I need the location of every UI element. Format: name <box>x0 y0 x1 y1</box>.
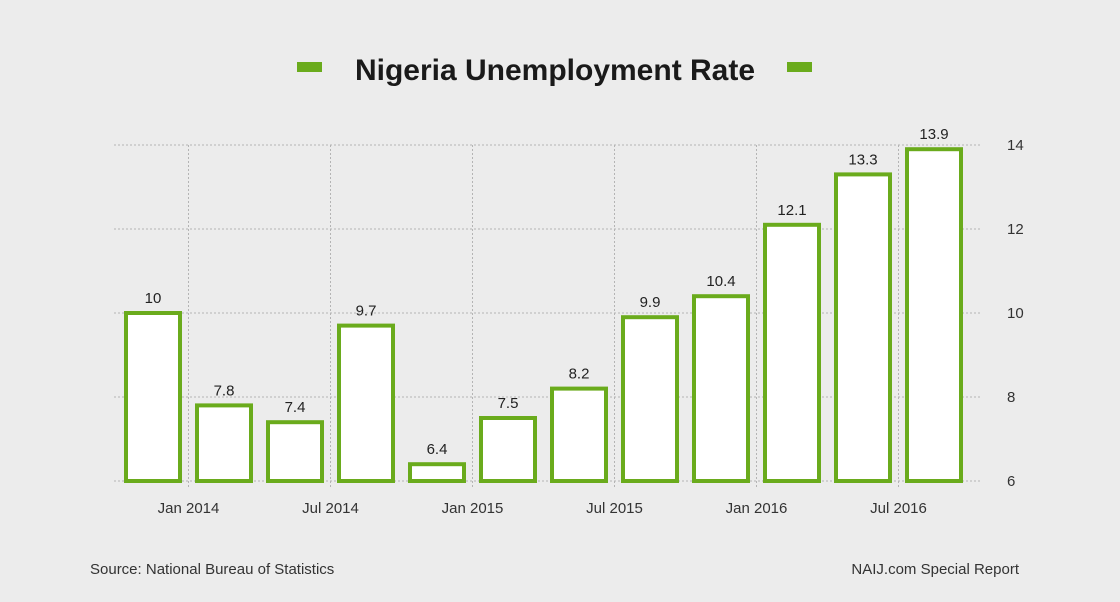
title-marker-left <box>297 62 322 72</box>
bar <box>195 403 253 483</box>
data-labels: 10 7.8 7.4 9.7 6.4 7.5 8.2 9.9 10.4 12.1 13.3 13.9 <box>145 126 949 458</box>
x-tick-label: Jan 2016 <box>726 500 788 517</box>
credit-note: NAIJ.com Special Report <box>851 561 1019 578</box>
bar <box>763 222 821 484</box>
x-tick-label: Jan 2015 <box>442 500 504 517</box>
data-label: 8.2 <box>569 366 590 383</box>
data-label: 12.1 <box>777 202 806 219</box>
y-tick-label: 14 <box>1007 137 1024 154</box>
y-tick-label: 12 <box>1007 221 1024 238</box>
bar <box>408 462 466 484</box>
bar <box>124 311 182 483</box>
bar <box>692 294 750 484</box>
grid-layer <box>114 144 980 487</box>
bar <box>905 147 963 483</box>
x-tick-label: Jul 2015 <box>586 500 643 517</box>
y-tick-label: 10 <box>1007 305 1024 322</box>
y-tick-label: 6 <box>1007 473 1015 490</box>
data-label: 7.4 <box>285 399 306 416</box>
chart-title: Nigeria Unemployment Rate <box>355 54 755 87</box>
bar <box>550 386 608 484</box>
chart-svg: Nigeria Unemployment Rate 6 8 10 12 14 Jan 2… <box>114 54 1024 517</box>
data-label: 6.4 <box>427 441 448 458</box>
x-axis: Jan 2014 Jul 2014 Jan 2015 Jul 2015 Jan 2016… <box>158 500 927 517</box>
bar <box>337 323 395 483</box>
x-tick-label: Jul 2014 <box>302 500 359 517</box>
bar <box>834 172 892 483</box>
data-label: 9.7 <box>356 303 377 320</box>
bars <box>124 147 963 484</box>
bar <box>266 420 324 484</box>
x-tick-label: Jan 2014 <box>158 500 220 517</box>
chart-title-group: Nigeria Unemployment Rate <box>297 54 812 87</box>
bar <box>479 416 537 483</box>
data-label: 13.3 <box>848 151 877 168</box>
data-label: 7.5 <box>498 395 519 412</box>
x-tick-label: Jul 2016 <box>870 500 927 517</box>
data-label: 13.9 <box>919 126 948 143</box>
data-label: 7.8 <box>214 382 235 399</box>
title-marker-right <box>787 62 812 72</box>
y-axis: 6 8 10 12 14 <box>1007 137 1024 490</box>
y-tick-label: 8 <box>1007 389 1015 406</box>
bar <box>621 315 679 484</box>
data-label: 10.4 <box>706 273 735 290</box>
data-label: 9.9 <box>640 294 661 311</box>
source-note: Source: National Bureau of Statistics <box>90 561 335 578</box>
data-label: 10 <box>145 290 162 307</box>
